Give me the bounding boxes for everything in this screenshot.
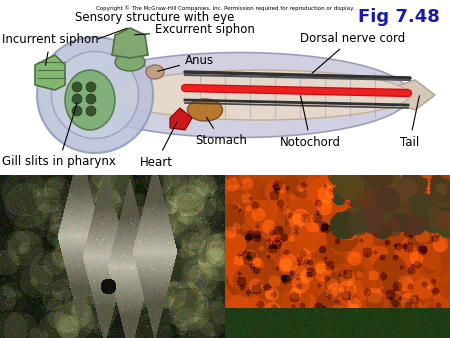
Ellipse shape <box>37 37 153 153</box>
Bar <box>0 0 450 175</box>
Circle shape <box>72 94 82 104</box>
Text: Gill slits in pharynx: Gill slits in pharynx <box>2 103 116 169</box>
Ellipse shape <box>51 51 139 139</box>
Text: Incurrent siphon: Incurrent siphon <box>2 33 99 65</box>
Polygon shape <box>112 28 148 58</box>
Ellipse shape <box>110 70 410 120</box>
Polygon shape <box>170 108 192 130</box>
Text: Notochord: Notochord <box>280 96 341 148</box>
Text: Tail: Tail <box>400 96 419 148</box>
Ellipse shape <box>65 70 115 130</box>
Circle shape <box>72 82 82 92</box>
Text: Heart: Heart <box>140 122 177 169</box>
Polygon shape <box>35 55 65 90</box>
Text: Stomach: Stomach <box>195 117 247 146</box>
Circle shape <box>72 106 82 116</box>
Ellipse shape <box>115 53 145 71</box>
Circle shape <box>86 82 96 92</box>
Ellipse shape <box>70 52 410 138</box>
Text: Anus: Anus <box>158 53 214 71</box>
Ellipse shape <box>146 65 164 79</box>
Text: Copyright © The McGraw-Hill Companies, Inc. Permission required for reproduction: Copyright © The McGraw-Hill Companies, I… <box>96 5 354 10</box>
Text: Dorsal nerve cord: Dorsal nerve cord <box>300 31 405 73</box>
Circle shape <box>86 106 96 116</box>
Text: Sensory structure with eye: Sensory structure with eye <box>75 11 235 39</box>
Text: Fig 7.48: Fig 7.48 <box>358 8 440 26</box>
Circle shape <box>86 94 96 104</box>
Text: Excurrent siphon: Excurrent siphon <box>135 24 255 37</box>
Polygon shape <box>370 80 435 110</box>
Ellipse shape <box>188 99 222 121</box>
